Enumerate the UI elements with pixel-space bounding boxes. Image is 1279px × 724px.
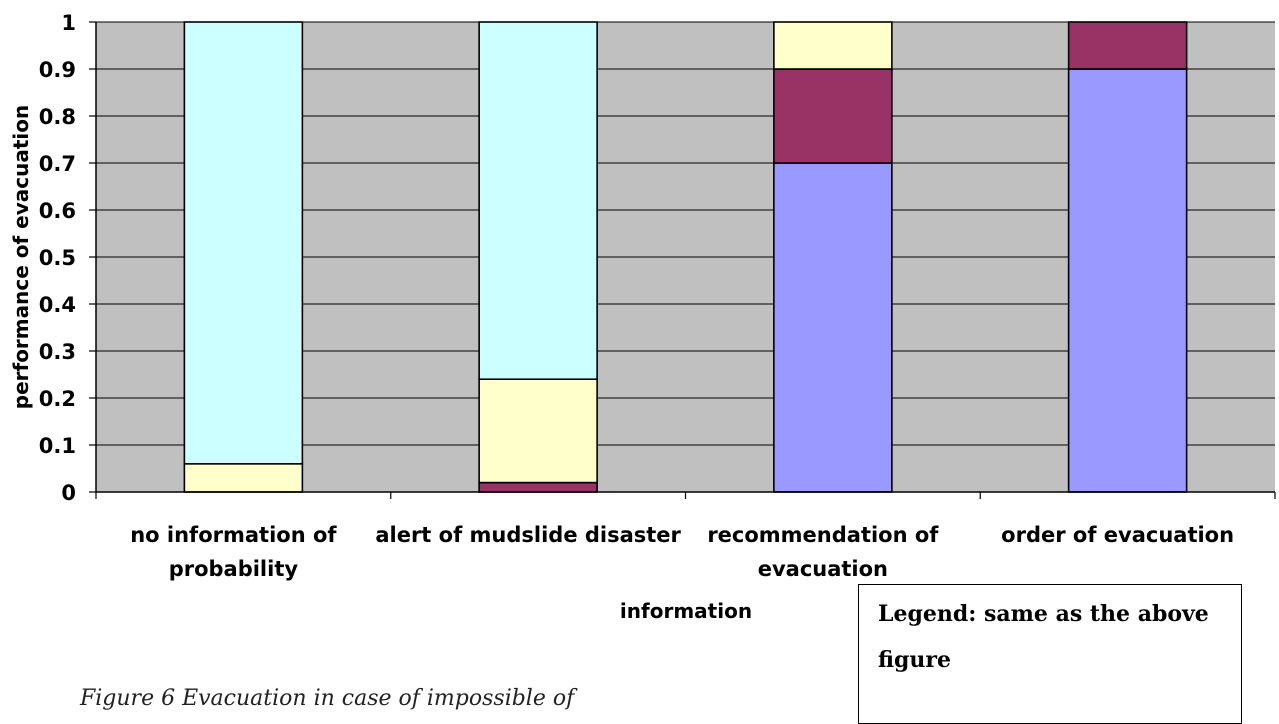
legend-note-box: Legend: same as the above figure — [858, 584, 1242, 724]
y-tick-label: 0.7 — [39, 152, 76, 176]
bar-segment — [773, 162, 893, 493]
y-tick-label: 0.1 — [39, 434, 76, 458]
category-label: recommendation of evacuation — [707, 523, 939, 581]
figure-caption: Figure 6 Evacuation in case of impossibl… — [80, 686, 575, 711]
x-axis-title: information — [620, 599, 752, 623]
y-tick-label: 0.3 — [39, 340, 76, 364]
stacked-bar-chart: 0 0.1 0.2 0.3 0.4 0.5 0.6 0.7 0.8 0.9 1 no informa… — [9, 11, 1276, 623]
bar-segment — [183, 21, 304, 465]
bar-segment — [773, 21, 893, 70]
y-axis-title: performance of evacuation — [9, 105, 33, 410]
bar-segment — [183, 462, 304, 493]
y-tick-label: 0.6 — [39, 199, 76, 223]
x-tick-labels: no information of probability alert of mud… — [130, 523, 1234, 581]
y-tick-label: 1 — [61, 11, 76, 35]
y-tick-label: 0.5 — [39, 246, 76, 270]
bar-segment — [1067, 21, 1188, 70]
y-tick-label: 0 — [61, 481, 76, 505]
axes — [89, 21, 1276, 499]
bar-segment — [478, 21, 598, 381]
legend-note-text: Legend: same as the above figure — [878, 601, 1209, 673]
y-tick-labels: 0 0.1 0.2 0.3 0.4 0.5 0.6 0.7 0.8 0.9 1 — [39, 11, 76, 505]
bar-segment — [773, 68, 893, 164]
category-label: order of evacuation — [1001, 523, 1234, 547]
bar-segment — [478, 481, 598, 493]
category-label: alert of mudslide disaster — [375, 523, 681, 547]
bars — [183, 21, 1188, 493]
bar-segment — [1067, 68, 1188, 493]
bar-segment — [478, 378, 598, 484]
category-label: no information of probability — [130, 523, 337, 581]
y-tick-label: 0.9 — [39, 58, 76, 82]
y-tick-label: 0.4 — [39, 293, 76, 317]
y-tick-label: 0.8 — [39, 105, 76, 129]
y-tick-label: 0.2 — [39, 387, 76, 411]
